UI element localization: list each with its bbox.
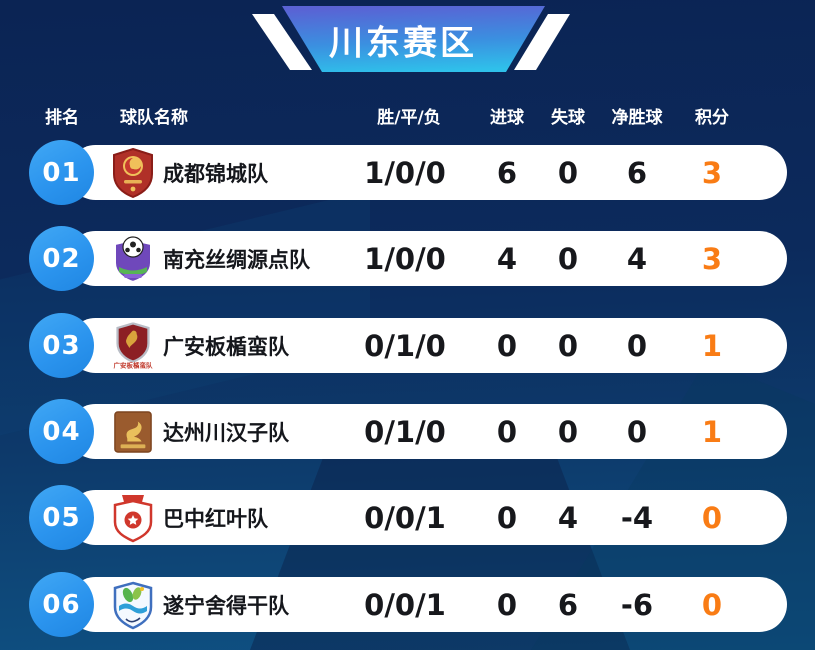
team-name: 广安板楯蛮队 [163,334,289,359]
team-name: 达州川汉子队 [163,420,289,445]
goal-diff-value: 0 [626,414,648,449]
guangan-banshunman-crest-icon: 广安板楯蛮队 [110,321,156,369]
table-header: 排名 球队名称 胜/平/负 进球 失球 净胜球 积分 [0,103,815,128]
points-value: 0 [701,587,723,622]
wdl-value: 0/0/1 [364,500,446,535]
dazhou-chuanhanzi-crest-icon [110,410,156,454]
goals-against-value: 0 [557,241,579,276]
rank-badge: 01 [29,140,94,205]
table-row: 05 巴中红叶队 0/0/1 0 4 -4 0 [0,485,815,550]
table-row: 01 成都锦城队 1/0/0 6 0 6 3 [0,140,815,205]
goals-against-value: 0 [557,414,579,449]
nanchong-sichouyuandian-crest-icon [110,234,156,284]
goals-against-value: 0 [557,328,579,363]
goal-diff-value: 4 [626,241,648,276]
wdl-value: 0/1/0 [364,414,446,449]
goal-diff-value: 0 [626,328,648,363]
goals-for-value: 0 [496,587,518,622]
rank-badge: 03 [29,313,94,378]
rank-badge: 05 [29,485,94,550]
bazhong-hongye-crest-icon [110,493,156,543]
rank-badge: 02 [29,226,94,291]
points-value: 1 [701,414,723,449]
banner-left-stripe [252,14,312,70]
goals-for-value: 0 [496,500,518,535]
col-header-goals-against: 失球 [551,108,585,128]
table-row: 04 达州川汉子队 0/1/0 0 0 0 1 [0,399,815,464]
banner-body [282,6,545,72]
banner-right-stripe [514,14,570,70]
goals-against-value: 0 [557,155,579,190]
wdl-value: 0/0/1 [364,587,446,622]
wdl-value: 1/0/0 [364,241,446,276]
row-background [68,318,787,373]
col-header-rank: 排名 [45,108,79,128]
col-header-wdl: 胜/平/负 [377,108,441,128]
team-name: 南充丝绸源点队 [163,247,310,272]
suining-shedegan-crest-icon [110,580,156,630]
badge-caption: 广安板楯蛮队 [113,361,153,369]
goal-diff-value: -6 [620,587,654,622]
wdl-value: 0/1/0 [364,328,446,363]
col-header-goal-diff: 净胜球 [611,108,663,128]
points-value: 1 [701,328,723,363]
goal-diff-value: 6 [626,155,648,190]
wdl-value: 1/0/0 [364,155,446,190]
table-row: 02 南充丝绸源点队 1/0/0 4 0 4 3 [0,226,815,291]
division-title: 川东赛区 [329,23,477,64]
points-value: 0 [701,500,723,535]
col-header-team: 球队名称 [120,108,188,128]
team-name: 成都锦城队 [163,161,268,186]
points-value: 3 [701,155,723,190]
col-header-points: 积分 [695,108,729,128]
chengdu-jincheng-crest-icon [110,147,156,198]
goals-against-value: 6 [557,587,579,622]
goal-diff-value: -4 [620,500,654,535]
team-name: 遂宁舍得干队 [163,593,289,618]
goals-for-value: 6 [496,155,518,190]
rank-badge: 04 [29,399,94,464]
goals-for-value: 0 [496,414,518,449]
banner-ribbon-shape [252,6,570,72]
team-name: 巴中红叶队 [163,506,268,531]
rank-badge: 06 [29,572,94,637]
table-row: 06 遂宁舍得干队 0/0/1 0 6 -6 0 [0,572,815,637]
division-banner: 川东赛区 [240,6,580,78]
row-background [68,490,787,545]
goals-for-value: 4 [496,241,518,276]
row-background [68,577,787,632]
table-row: 03 广安板楯蛮队 广安板楯蛮队 0/1/0 0 0 0 1 [0,313,815,378]
row-background [68,404,787,459]
goals-for-value: 0 [496,328,518,363]
row-background [68,145,787,200]
row-background [68,231,787,286]
goals-against-value: 4 [557,500,579,535]
col-header-goals-for: 进球 [490,108,524,128]
points-value: 3 [701,241,723,276]
